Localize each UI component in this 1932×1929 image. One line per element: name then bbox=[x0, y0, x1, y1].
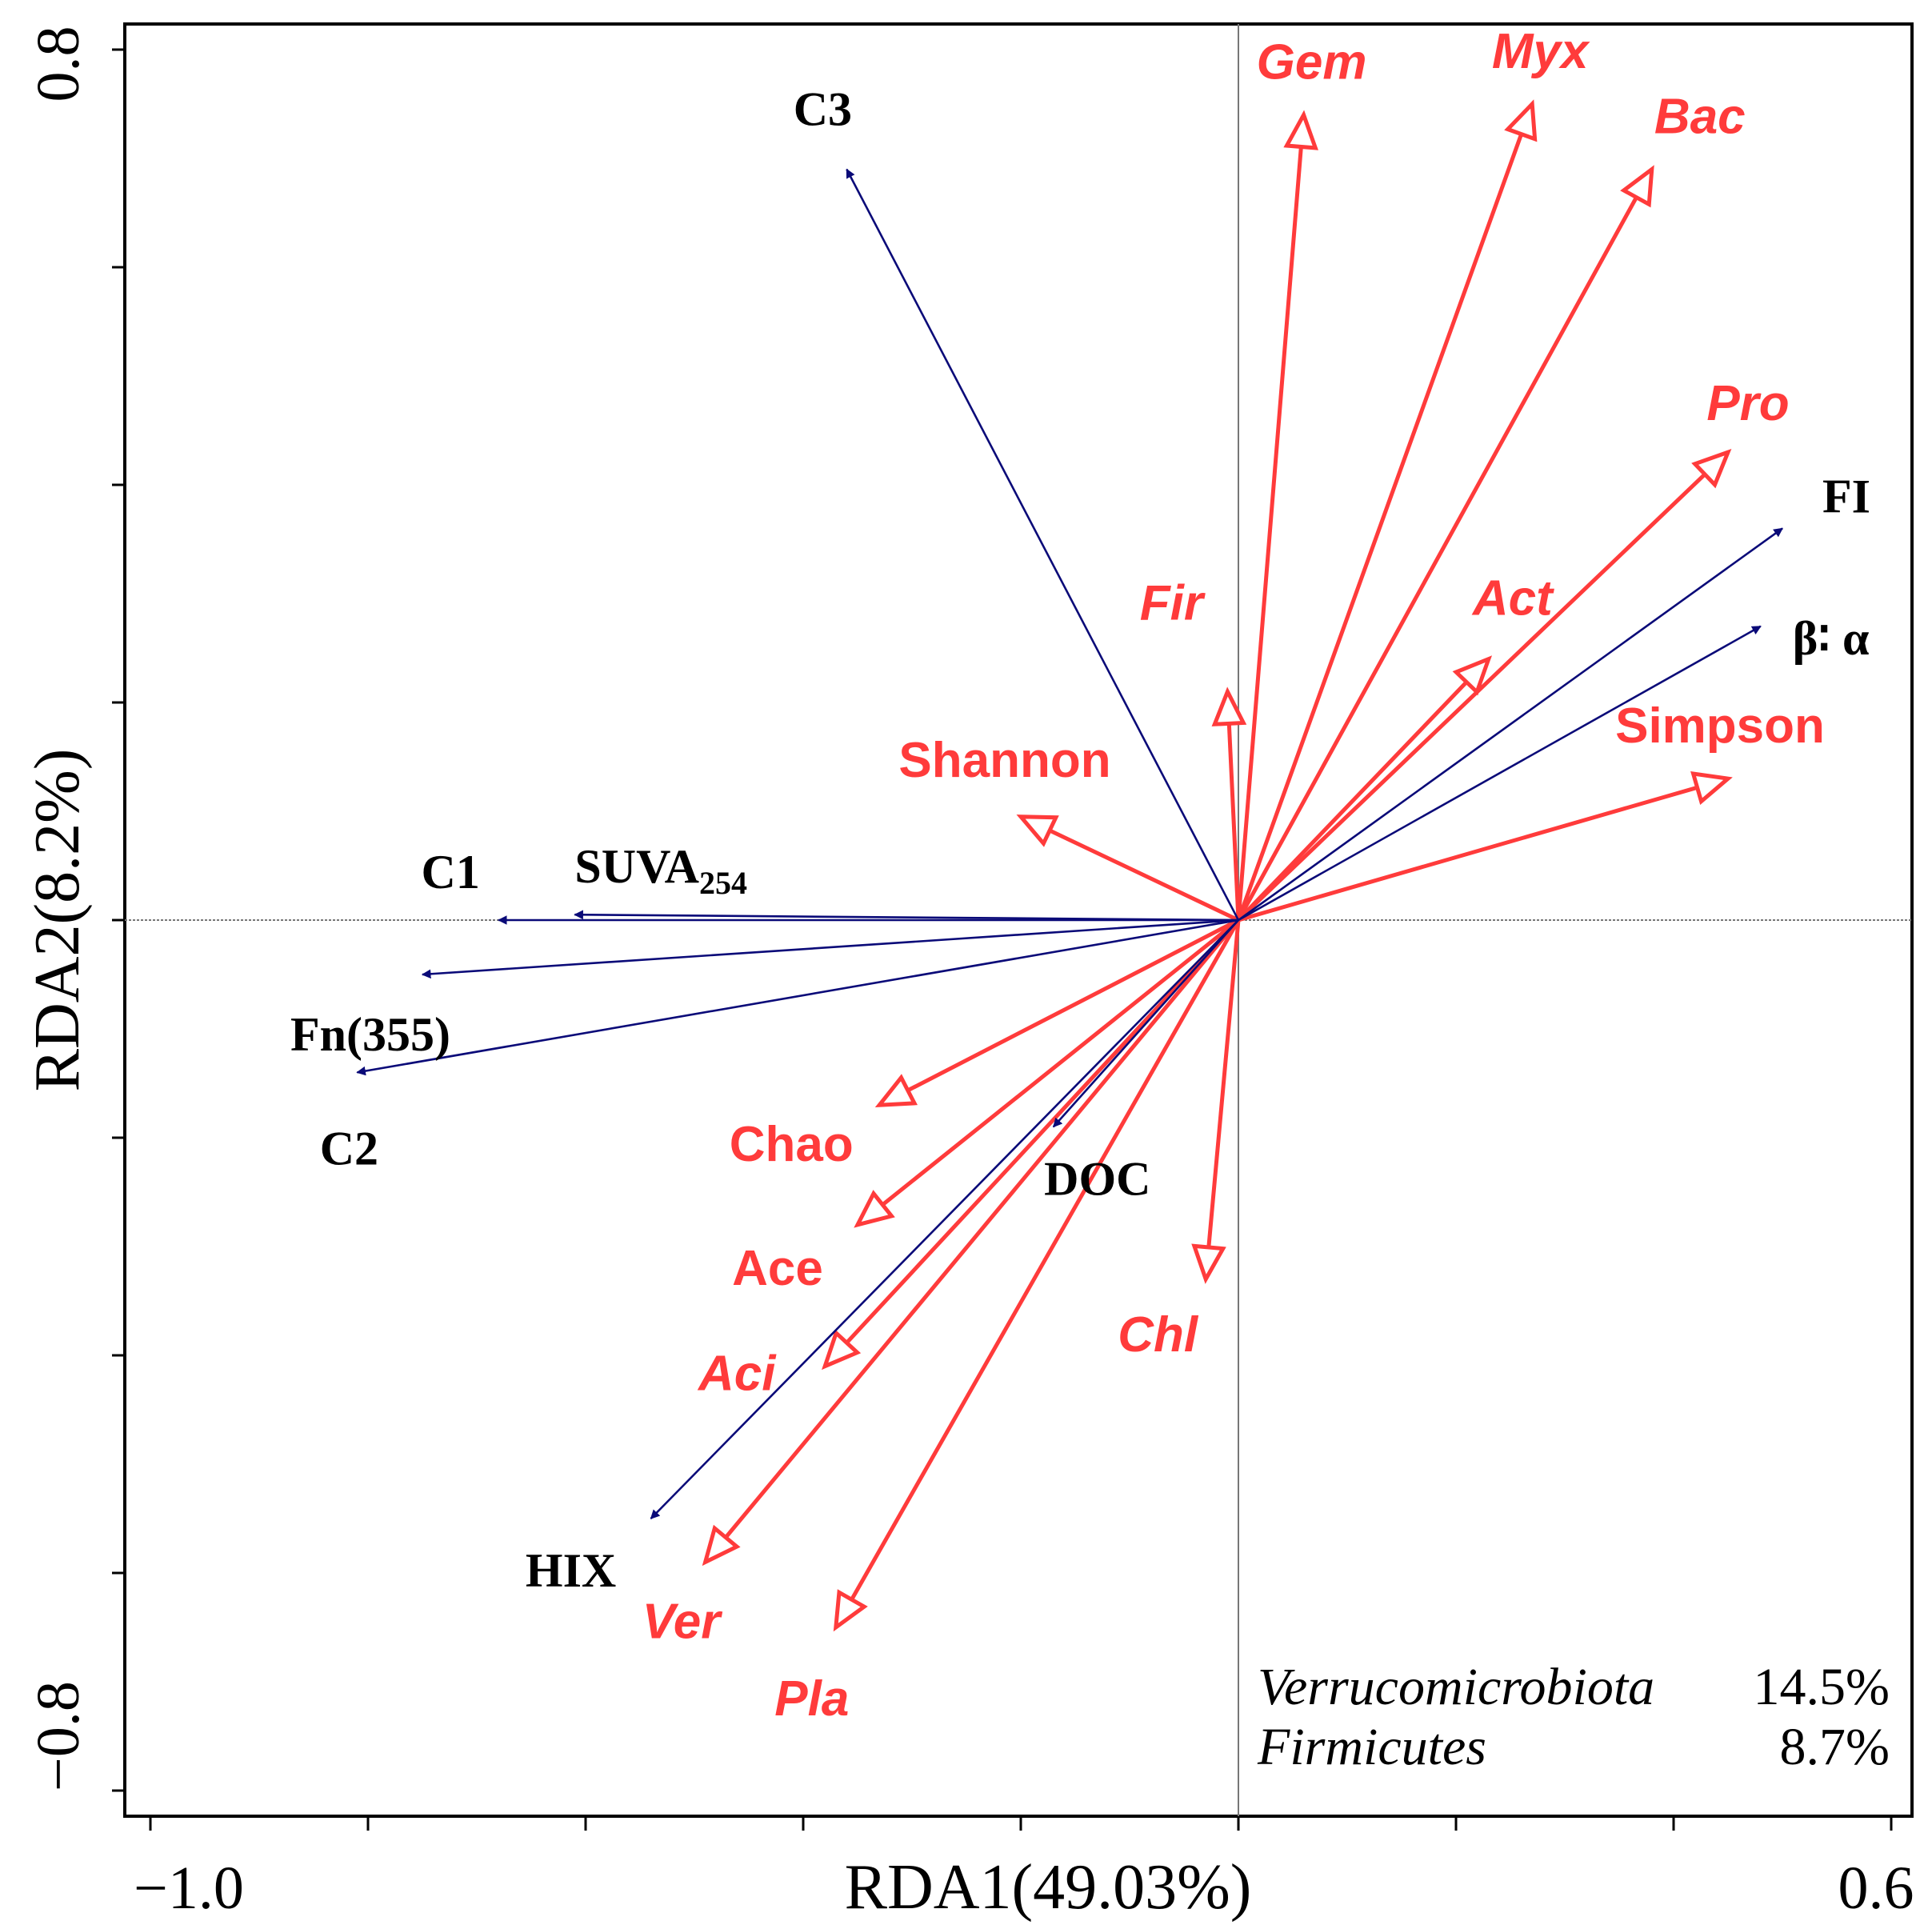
species-label-act: Act bbox=[1471, 571, 1554, 626]
species-label-bac: Bac bbox=[1654, 90, 1746, 145]
species-arrow-act bbox=[1237, 680, 1468, 922]
env-label-c3: C3 bbox=[794, 83, 852, 136]
species-label-chl: Chl bbox=[1118, 1307, 1199, 1363]
legend: Verrucomicrobiota 14.5% Firmicutes 8.7% bbox=[1257, 1658, 1890, 1776]
species-arrow-bac bbox=[1236, 196, 1638, 922]
species-arrows bbox=[702, 99, 1733, 1632]
species-arrowhead-pro bbox=[1691, 448, 1732, 489]
x-axis-ticks bbox=[149, 1816, 1893, 1831]
env-label-item: β∶ α bbox=[1793, 612, 1870, 665]
env-arrow-fi bbox=[1238, 527, 1783, 922]
species-arrow-pla bbox=[850, 918, 1241, 1601]
species-arrowhead-shannon bbox=[1016, 814, 1059, 847]
species-arrow-shannon bbox=[1049, 828, 1240, 922]
env-arrow-item bbox=[1238, 625, 1762, 922]
species-arrowhead-bac bbox=[1620, 165, 1654, 208]
species-label-gem: Gem bbox=[1257, 35, 1367, 90]
env-label-c2: C2 bbox=[320, 1122, 378, 1175]
env-label-fi: FI bbox=[1822, 470, 1870, 522]
species-label-aci: Aci bbox=[697, 1347, 777, 1402]
species-arrow-gem bbox=[1236, 146, 1303, 921]
legend-label-firmicutes: Firmicutes bbox=[1257, 1718, 1486, 1776]
y-tick-label-min: −0.8 bbox=[25, 1681, 92, 1791]
species-arrow-simpson bbox=[1238, 785, 1698, 922]
species-label-shannon: Shannon bbox=[898, 733, 1110, 788]
species-label-pla: Pla bbox=[774, 1671, 849, 1727]
species-label-ver: Ver bbox=[642, 1594, 723, 1649]
y-axis-title: RDA2(8.2%) bbox=[22, 749, 93, 1092]
env-label-suva: SUVA254 bbox=[574, 840, 747, 901]
legend-value-verrucomicrobiota: 14.5% bbox=[1754, 1658, 1890, 1716]
species-label-simpson: Simpson bbox=[1615, 698, 1825, 754]
species-label-ace: Ace bbox=[732, 1241, 823, 1296]
species-arrow-myx bbox=[1236, 133, 1524, 921]
species-label-pro: Pro bbox=[1706, 376, 1789, 431]
legend-label-verrucomicrobiota: Verrucomicrobiota bbox=[1258, 1658, 1654, 1716]
env-arrow-c2 bbox=[356, 918, 1239, 1076]
species-arrowhead-chl bbox=[1191, 1243, 1226, 1284]
env-label-c1: C1 bbox=[422, 846, 480, 898]
species-arrow-chl bbox=[1206, 919, 1241, 1248]
species-arrowhead-myx bbox=[1504, 99, 1538, 142]
species-label-chao: Chao bbox=[730, 1117, 854, 1172]
species-arrow-fir bbox=[1226, 723, 1241, 921]
species-label-myx: Myx bbox=[1492, 24, 1590, 79]
species-arrowhead-ace bbox=[854, 1190, 895, 1228]
species-arrowhead-aci bbox=[822, 1329, 862, 1371]
species-arrowhead-fir bbox=[1211, 686, 1247, 726]
species-arrowhead-simpson bbox=[1690, 770, 1733, 806]
env-arrow-c3 bbox=[846, 168, 1240, 921]
env-label-hix: HIX bbox=[526, 1544, 616, 1597]
species-arrowhead-chao bbox=[874, 1074, 918, 1107]
y-axis-ticks bbox=[112, 48, 125, 1792]
species-arrow-ver bbox=[724, 918, 1240, 1539]
species-arrow-aci bbox=[845, 918, 1240, 1344]
species-arrow-chao bbox=[906, 918, 1240, 1093]
x-axis-title: RDA1(49.03%) bbox=[845, 1852, 1252, 1923]
species-arrowhead-pla bbox=[833, 1589, 868, 1632]
environmental-arrows bbox=[356, 168, 1783, 1519]
species-arrowhead-act bbox=[1452, 655, 1493, 696]
species-arrowhead-ver bbox=[702, 1524, 741, 1567]
env-arrow-fn-355 bbox=[421, 918, 1239, 979]
arrow-labels: Gem Myx Bac Pro Act Fir Shannon Simpson Chao Ace A… bbox=[290, 24, 1870, 1727]
env-label-doc: DOC bbox=[1044, 1152, 1150, 1205]
env-arrow-doc bbox=[1052, 919, 1239, 1128]
legend-value-firmicutes: 8.7% bbox=[1780, 1718, 1890, 1776]
species-arrowhead-gem bbox=[1283, 110, 1318, 150]
env-label-fn-355: Fn(355) bbox=[290, 1008, 450, 1061]
y-tick-label-max: 0.8 bbox=[25, 26, 92, 102]
species-arrow-ace bbox=[881, 918, 1240, 1207]
env-arrow-hix bbox=[650, 919, 1239, 1519]
x-tick-label-max: 0.6 bbox=[1838, 1855, 1914, 1922]
x-tick-label-min: −1.0 bbox=[134, 1855, 244, 1922]
species-label-fir: Fir bbox=[1140, 575, 1206, 630]
species-arrow-pro bbox=[1237, 473, 1706, 922]
